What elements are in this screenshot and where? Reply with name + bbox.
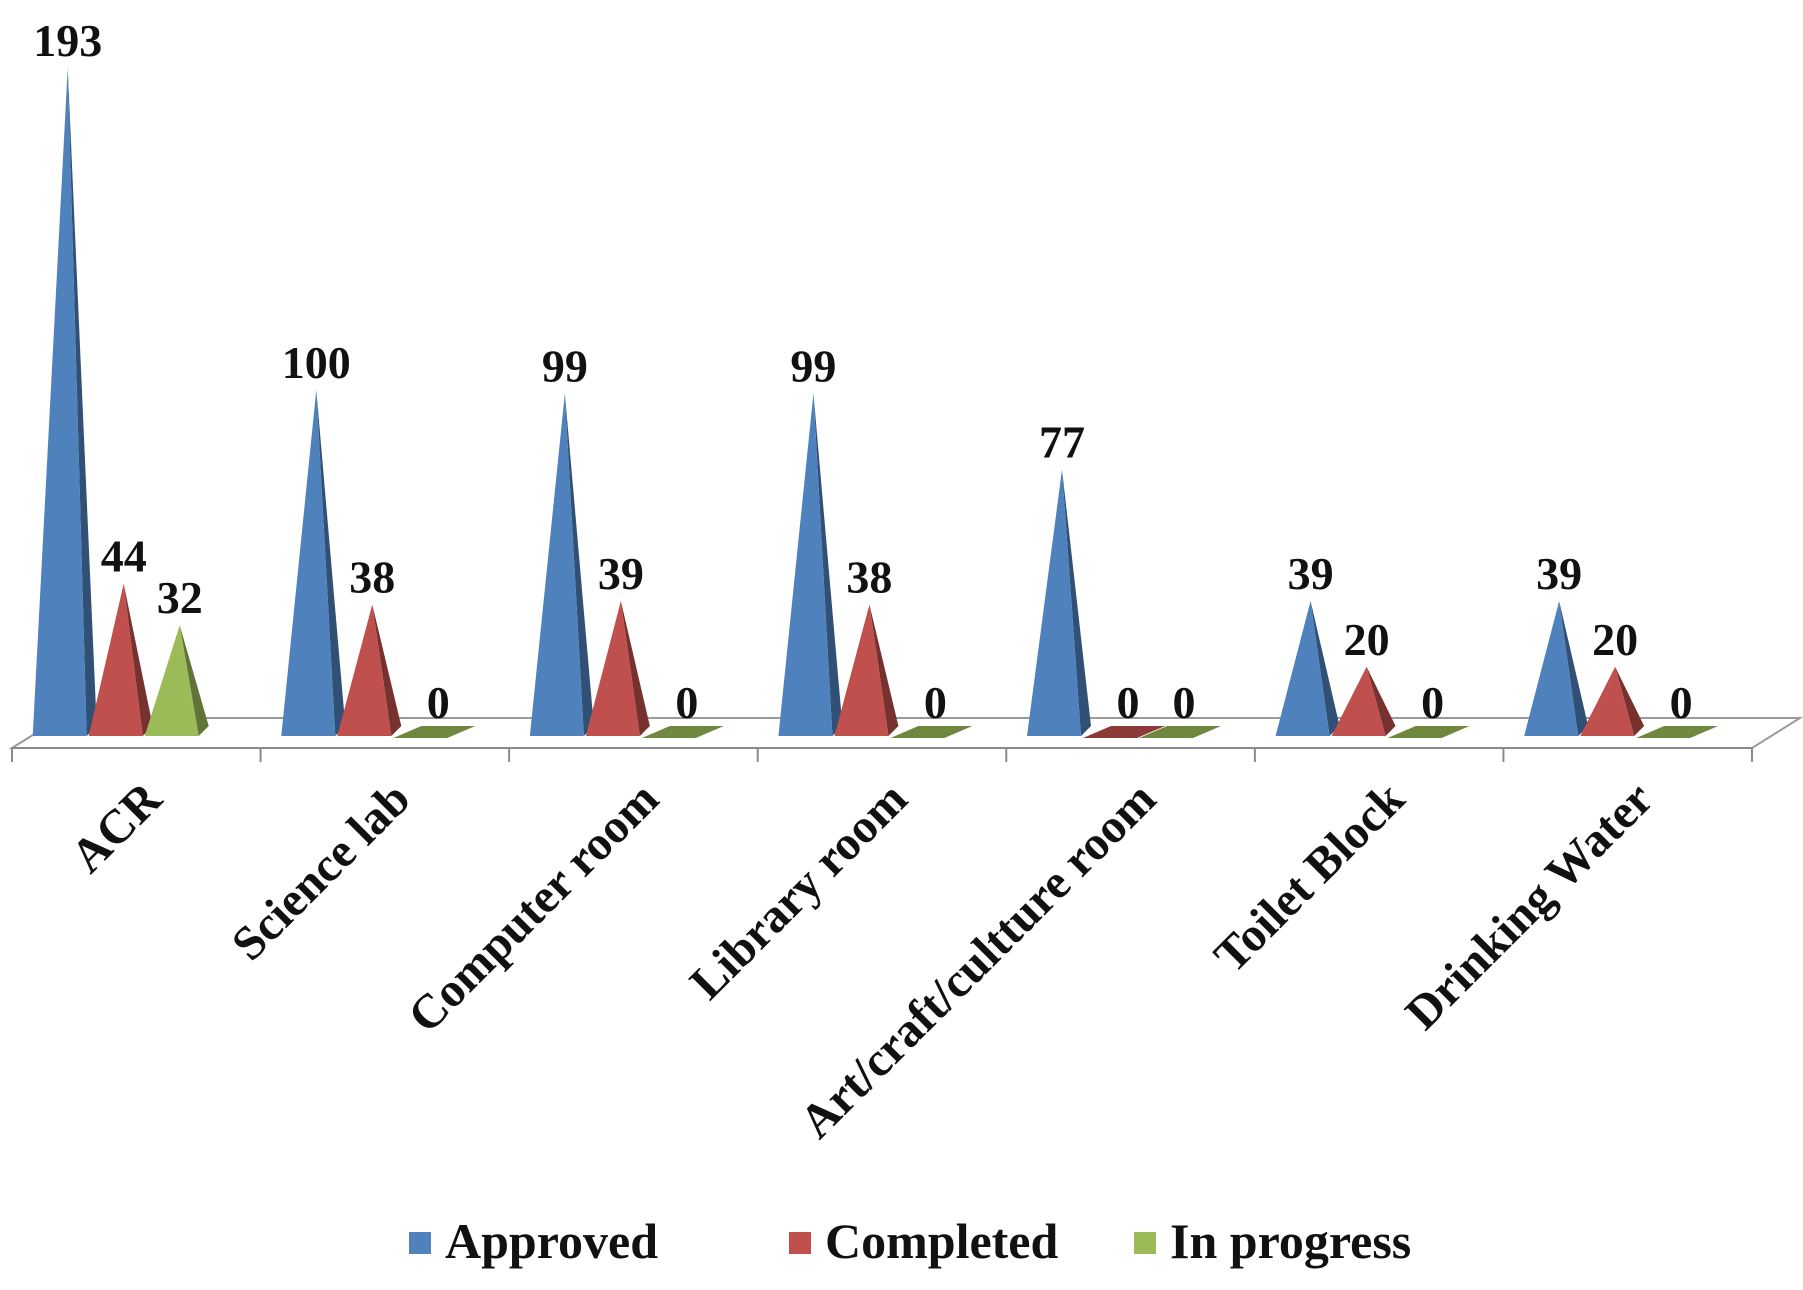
data-label-in-progress-science-lab: 0 <box>427 677 450 728</box>
legend-item-completed: Completed <box>789 1213 1058 1269</box>
category-label-library-room: Library room <box>680 772 918 1010</box>
bar-side-face <box>1559 601 1589 736</box>
bar-completed-toilet-block <box>1331 666 1396 736</box>
bar-front-face <box>1524 601 1579 736</box>
bar-completed-drinking-water <box>1580 666 1645 736</box>
legend-label: Approved <box>445 1213 658 1269</box>
category-label-science-lab: Science lab <box>222 772 421 971</box>
bar-front-face <box>1580 666 1635 736</box>
bar-side-face <box>813 393 843 736</box>
bar-front-face <box>585 601 640 736</box>
legend-label: Completed <box>825 1213 1058 1269</box>
data-label-in-progress-library-room: 0 <box>924 677 947 728</box>
bar-front-face <box>144 625 199 736</box>
bar-side-face <box>564 393 594 736</box>
bar-approved-drinking-water <box>1524 601 1589 736</box>
data-label-completed-art-craft-cultture-room: 0 <box>1117 677 1140 728</box>
bar-flat-base <box>890 726 973 738</box>
bar-front-face <box>337 604 392 736</box>
bar-front-face <box>529 393 584 736</box>
bar-front-face <box>1027 469 1081 736</box>
bar-front-face <box>834 604 889 736</box>
bar-completed-library-room <box>834 604 899 736</box>
bar-side-face <box>123 583 153 736</box>
data-label-approved-computer-room: 99 <box>542 340 588 391</box>
bar-in-progress-library-room <box>890 726 973 738</box>
bar-completed-acr <box>88 583 153 736</box>
bar-front-face <box>1275 601 1330 736</box>
data-label-completed-drinking-water: 20 <box>1592 614 1638 665</box>
bar-in-progress-science-lab <box>393 726 476 738</box>
bar-flat-base <box>393 726 476 738</box>
bar-side-face <box>372 604 402 736</box>
bar-completed-science-lab <box>337 604 402 736</box>
chart-legend: Approved Completed In progress <box>409 1213 1411 1269</box>
legend-swatch <box>1134 1232 1156 1254</box>
bar-side-face <box>1310 601 1340 736</box>
data-label-approved-drinking-water: 39 <box>1536 548 1582 599</box>
data-label-approved-science-lab: 100 <box>282 337 351 388</box>
category-label-computer-room: Computer room <box>398 772 669 1043</box>
bar-in-progress-toilet-block <box>1387 726 1470 738</box>
bar-side-face <box>869 604 899 736</box>
bar-completed-computer-room <box>585 601 650 736</box>
bar-front-face <box>281 389 336 736</box>
bar-approved-computer-room <box>529 393 594 736</box>
bar-approved-library-room <box>778 393 843 736</box>
data-label-completed-toilet-block: 20 <box>1344 614 1390 665</box>
bar-side-face <box>1615 666 1645 736</box>
bar-side-face <box>1366 666 1396 736</box>
legend-swatch <box>789 1232 811 1254</box>
bar-front-face <box>778 393 833 736</box>
data-label-approved-library-room: 99 <box>790 340 836 391</box>
data-label-completed-acr: 44 <box>101 531 147 582</box>
legend-item-approved: Approved <box>409 1213 658 1269</box>
data-label-in-progress-art-craft-cultture-room: 0 <box>1173 677 1196 728</box>
bar-flat-base <box>1387 726 1470 738</box>
data-label-approved-acr: 193 <box>33 15 102 66</box>
bar-front-face <box>32 68 87 736</box>
data-label-approved-art-craft-cultture-room: 77 <box>1039 416 1085 467</box>
data-label-in-progress-drinking-water: 0 <box>1670 677 1693 728</box>
data-label-completed-science-lab: 38 <box>349 551 395 602</box>
category-label-acr: ACR <box>61 771 173 883</box>
legend-label: In progress <box>1170 1213 1411 1269</box>
data-label-completed-computer-room: 39 <box>598 548 644 599</box>
bar-side-face <box>316 389 346 736</box>
bar-flat-base <box>1636 726 1719 738</box>
category-label-toilet-block: Toilet Block <box>1204 772 1415 983</box>
legend-swatch <box>409 1232 431 1254</box>
bar-approved-art-craft-cultture-room <box>1027 469 1091 736</box>
bar-side-face <box>1062 469 1091 736</box>
bar-side-face <box>67 68 97 736</box>
bar-approved-acr <box>32 68 97 736</box>
bar-side-face <box>179 625 209 736</box>
bar-side-face <box>620 601 650 736</box>
bar-approved-science-lab <box>281 389 346 736</box>
bar-flat-base <box>1139 726 1221 738</box>
bar-in-progress-drinking-water <box>1636 726 1719 738</box>
bar-flat-base <box>641 726 724 738</box>
bar-flat-base <box>1083 726 1165 738</box>
bar-approved-toilet-block <box>1275 601 1340 736</box>
bar-front-face <box>1331 666 1386 736</box>
data-label-in-progress-toilet-block: 0 <box>1421 677 1444 728</box>
bar-in-progress-art-craft-cultture-room <box>1139 726 1221 738</box>
data-label-in-progress-acr: 32 <box>157 572 203 623</box>
data-label-completed-library-room: 38 <box>846 551 892 602</box>
bar-completed-art-craft-cultture-room <box>1083 726 1165 738</box>
chart-marks <box>32 68 1719 738</box>
legend-item-in-progress: In progress <box>1134 1213 1411 1269</box>
bar-in-progress-acr <box>144 625 209 736</box>
bar-front-face <box>88 583 143 736</box>
data-label-approved-toilet-block: 39 <box>1288 548 1334 599</box>
category-label-drinking-water: Drinking Water <box>1395 772 1663 1040</box>
data-label-in-progress-computer-room: 0 <box>675 677 698 728</box>
bar-in-progress-computer-room <box>641 726 724 738</box>
